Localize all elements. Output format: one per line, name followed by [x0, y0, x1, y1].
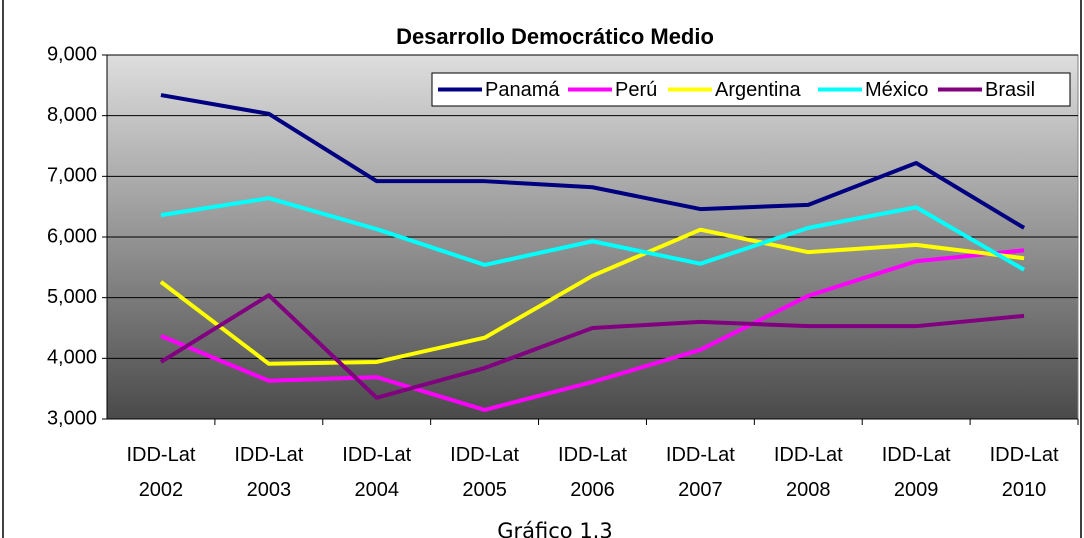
y-tick-label: 4,000 — [47, 347, 97, 369]
y-tick-label: 3,000 — [47, 407, 97, 429]
legend-label: Panamá — [485, 79, 560, 101]
y-tick-label: 5,000 — [47, 286, 97, 308]
legend-label: México — [865, 79, 928, 101]
y-tick-label: 6,000 — [47, 225, 97, 247]
chart-title: Desarrollo Democrático Medio — [396, 24, 714, 49]
x-tick-label: IDD-Lat 2009 — [882, 444, 951, 501]
x-tick-label: IDD-Lat 2003 — [234, 444, 303, 501]
y-tick-label: 9,000 — [47, 43, 97, 65]
caption: Gráfico 1.3 — [497, 519, 612, 538]
x-tick-label: IDD-Lat 2002 — [126, 444, 195, 501]
series-line — [159, 227, 1025, 366]
series-line — [160, 196, 1026, 272]
x-tick-label: IDD-Lat 2008 — [774, 444, 843, 501]
x-tick-label: IDD-Lat 2010 — [990, 444, 1059, 501]
series-line — [159, 293, 1025, 400]
legend-label: Argentina — [715, 79, 801, 101]
x-tick-label: IDD-Lat 2007 — [666, 444, 735, 501]
x-tick-label: IDD-Lat 2004 — [342, 444, 411, 501]
legend-label: Brasil — [985, 79, 1035, 101]
legend-label: Perú — [615, 79, 657, 101]
y-tick-label: 8,000 — [47, 104, 97, 126]
series-line — [160, 248, 1025, 412]
series-line — [160, 93, 1026, 230]
x-tick-label: IDD-Lat 2005 — [450, 444, 519, 501]
y-tick-label: 7,000 — [47, 165, 97, 187]
x-tick-label: IDD-Lat 2006 — [558, 444, 627, 501]
